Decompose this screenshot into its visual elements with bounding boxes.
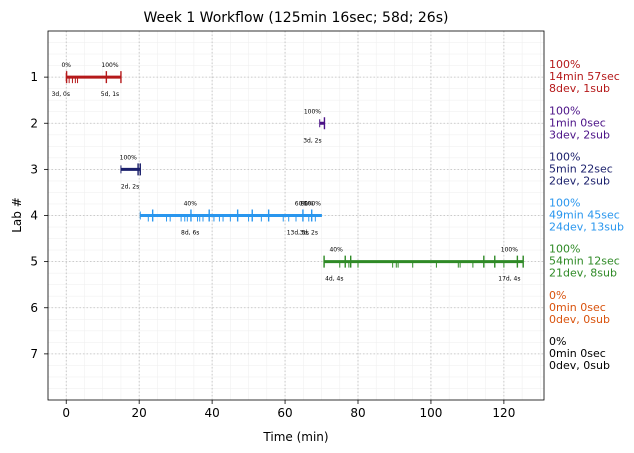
x-tick-label: 20	[132, 406, 147, 420]
lab-5-summary-line: 54min 12sec	[549, 255, 620, 268]
lab-1-stats-label: 5d, 1s	[101, 91, 119, 98]
lab-5-stats-label: 4d, 4s	[325, 276, 343, 283]
lab-4-stats-label: 8d, 6s	[181, 230, 199, 237]
y-axis-label: Lab #	[10, 197, 24, 233]
lab-5-progress-label: 40%	[329, 247, 343, 254]
lab-1-summary-line: 8dev, 1sub	[549, 82, 610, 95]
y-tick-label: 2	[30, 116, 38, 130]
x-tick-label: 100	[419, 406, 442, 420]
lab-1-summary-line: 14min 57sec	[549, 70, 620, 83]
series-layer: 0% 100% 3d, 0s 5d, 1s 100% 3d, 2s 100% 2d, 2s 40…	[52, 62, 524, 283]
x-tick-label: 0	[62, 406, 70, 420]
lab-7-summary-line: 0dev, 0sub	[549, 359, 610, 372]
lab-4-summary-line: 100%	[549, 197, 580, 210]
lab-3-progress-label: 100%	[120, 154, 137, 161]
lab-2-stats-label: 3d, 2s	[303, 137, 321, 144]
lab-4-progress-label: 60%	[295, 201, 309, 208]
y-tick-label: 4	[30, 209, 38, 223]
lab-1-progress-label: 100%	[101, 62, 118, 69]
y-tick-label: 7	[30, 347, 38, 361]
lab-4-progress-label: 100%	[304, 201, 321, 208]
lab-4-progress-label: 40%	[184, 201, 198, 208]
y-tick-label: 3	[30, 162, 38, 176]
x-tick-label: 60	[277, 406, 292, 420]
lab-7-summary-line: 0%	[549, 335, 566, 348]
lab-3-summary-line: 5min 22sec	[549, 162, 613, 175]
lab-4-summary-line: 49min 45sec	[549, 209, 620, 222]
y-tick-label: 6	[30, 301, 38, 315]
lab-2-progress-label: 100%	[304, 108, 321, 115]
lab-3-stats-label: 2d, 2s	[121, 183, 139, 190]
lab-5-progress-label: 100%	[501, 247, 518, 254]
lab-6-summary-line: 0dev, 0sub	[549, 313, 610, 326]
axes: 0 20 40 60 80 100 120 1 2 3 4 5 6 7	[30, 70, 515, 420]
chart-title: Week 1 Workflow (125min 16sec; 58d; 26s)	[144, 10, 449, 26]
lab-2-summary-line: 100%	[549, 104, 580, 117]
lab-1-summary-line: 100%	[549, 58, 580, 71]
lab-3-summary-line: 2dev, 2sub	[549, 174, 610, 187]
lab-1-stats-label: 3d, 0s	[52, 91, 70, 98]
y-tick-label: 5	[30, 255, 38, 269]
y-tick-label: 1	[30, 70, 38, 84]
lab-2-summary-line: 1min 0sec	[549, 116, 606, 129]
lab-4-summary-line: 24dev, 13sub	[549, 221, 624, 234]
x-tick-label: 120	[492, 406, 515, 420]
lab-4-stats-label: 13d, 5s	[287, 230, 309, 237]
lab-7-summary-line: 0min 0sec	[549, 347, 606, 360]
lab-4-progress-label: 80%	[300, 201, 314, 208]
lab-5-stats-label: 17d, 4s	[498, 276, 520, 283]
lab-3-summary-line: 100%	[549, 150, 580, 163]
lab-1-progress-label: 0%	[61, 62, 71, 69]
x-tick-label: 80	[350, 406, 365, 420]
lab-2-summary-line: 3dev, 2sub	[549, 128, 610, 141]
lab-5-summary-line: 100%	[549, 243, 580, 256]
lab-6-summary-line: 0%	[549, 289, 566, 302]
lab-6-summary-line: 0min 0sec	[549, 301, 606, 314]
x-axis-label: Time (min)	[262, 430, 328, 444]
lab-5-summary-line: 21dev, 8sub	[549, 267, 617, 280]
lab-4-stats-label: 3d, 2s	[300, 230, 318, 237]
x-tick-label: 40	[204, 406, 219, 420]
